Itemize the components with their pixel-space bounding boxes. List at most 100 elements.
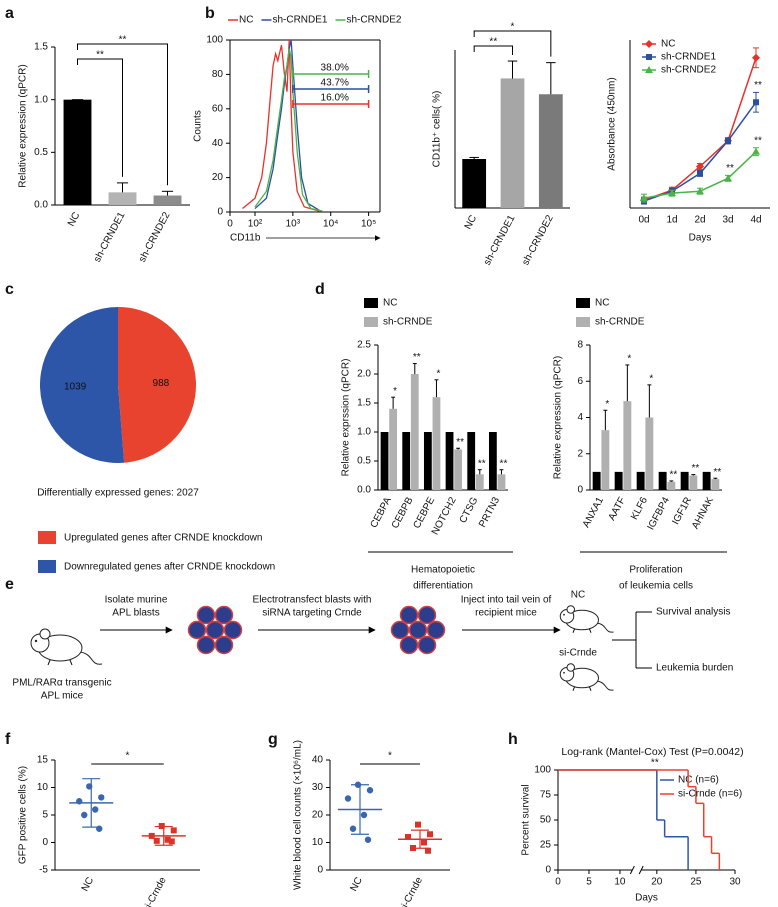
y-tick-label: 0.5 (34, 147, 48, 158)
y-tick-label: 4 (577, 412, 583, 423)
point (344, 795, 352, 802)
x-tick-label: 0 (555, 877, 561, 888)
group-label: NC (571, 590, 585, 601)
bar (636, 471, 645, 490)
bar (623, 401, 632, 490)
legend-label: sh-CRNDE1 (272, 15, 327, 26)
significance-bracket (473, 45, 513, 56)
x-tick-label: KLF6 (629, 495, 650, 522)
x-tick-label: PRTN3 (477, 495, 502, 529)
group-label: differentiation (413, 581, 473, 592)
blast-cell (187, 620, 207, 640)
significance-label: ** (726, 163, 734, 174)
bar (658, 471, 667, 490)
point (725, 137, 731, 144)
bar (711, 479, 720, 490)
x-tick-label: ANXA1 (581, 495, 606, 530)
gate-label: 16.0% (321, 93, 349, 104)
x-tick-label: CTSG (458, 495, 481, 525)
group-label: Proliferation (629, 565, 682, 576)
panel-label: e (5, 576, 14, 593)
legend-swatch (364, 298, 378, 308)
axis-break (638, 865, 644, 875)
significance-label: ** (500, 458, 508, 469)
series-line (242, 39, 320, 212)
y-tick-label: 1.5 (34, 42, 48, 53)
caption: Differentially expressed genes: 2027 (37, 488, 199, 499)
y-tick-label: 50 (540, 815, 552, 826)
point (646, 54, 652, 60)
panel-label: c (5, 281, 14, 298)
bar (410, 374, 419, 490)
point (405, 834, 411, 840)
mouse-leg (572, 628, 575, 633)
x-tick-label: AATF (607, 495, 628, 522)
x-tick-label: 5 (586, 877, 592, 888)
mouse-tail (596, 680, 614, 691)
y-tick-label: 1.0 (34, 94, 48, 105)
bar (538, 94, 563, 208)
x-axis-label: CD11b (230, 233, 261, 244)
x-tick-label: 4d (750, 215, 761, 226)
legend-swatch (576, 317, 590, 327)
significance-label: ** (691, 463, 699, 474)
point (668, 189, 676, 197)
bar (689, 475, 698, 490)
y-tick-label: 0 (545, 865, 551, 876)
series-line (254, 48, 323, 212)
blast-cell (205, 620, 225, 640)
significance-bracket (473, 30, 552, 57)
x-tick-label: 3d (722, 215, 733, 226)
blast-cell (426, 620, 446, 640)
y-tick-label: 0 (317, 865, 323, 876)
point (164, 836, 171, 843)
x-tick-label: NC (80, 875, 96, 893)
series-line (643, 57, 757, 201)
legend-label: sh-CRNDE2 (346, 15, 401, 26)
point (425, 847, 431, 854)
x-tick-label: 25 (690, 877, 702, 888)
x-tick-label: AHNAK (690, 495, 716, 531)
y-tick-label: 10 (37, 782, 49, 793)
bar (63, 99, 92, 205)
mouse-leg (47, 659, 51, 666)
y-tick-label: 40 (312, 755, 324, 766)
gate-label: 43.7% (321, 78, 349, 89)
x-tick-label: NC (463, 213, 479, 231)
group-label: si-Crnde (559, 648, 597, 659)
y-tick-label: 0 (42, 837, 48, 848)
point (645, 40, 653, 48)
point (421, 839, 427, 846)
significance-label: ** (754, 135, 762, 146)
point (696, 187, 704, 195)
bar (680, 471, 689, 490)
point (168, 838, 175, 845)
mouse-ear (566, 663, 575, 672)
y-axis-label: Relative exprssion (qPCR) (341, 359, 352, 477)
significance-label: ** (754, 80, 762, 91)
bar (500, 78, 525, 208)
x-tick-label: 30 (729, 877, 741, 888)
y-tick-label: -5 (39, 865, 48, 876)
x-tick-label: sh-CRNDE2 (137, 210, 173, 264)
y-tick-label: 0.5 (357, 456, 371, 467)
bar (432, 397, 441, 490)
mouse-eye (563, 613, 565, 616)
point (349, 825, 357, 832)
point (640, 194, 648, 202)
blast-cell (223, 620, 243, 640)
significance-label: ** (119, 35, 127, 46)
y-tick-label: 25 (540, 840, 552, 851)
blast-cell (399, 635, 419, 655)
group-label: Hematopoietic (411, 565, 475, 576)
bar (462, 159, 487, 208)
x-tick-label: IGF1R (670, 495, 694, 526)
significance-label: ** (413, 352, 421, 363)
blast-cell (196, 635, 216, 655)
x-tick-label: 1d (666, 215, 677, 226)
x-tick-label: 10³ (286, 219, 301, 230)
y-tick-label: 75 (540, 790, 552, 801)
bar (475, 474, 484, 490)
x-tick-label: 10⁴ (323, 219, 338, 230)
y-tick-label: 2.0 (357, 369, 371, 380)
